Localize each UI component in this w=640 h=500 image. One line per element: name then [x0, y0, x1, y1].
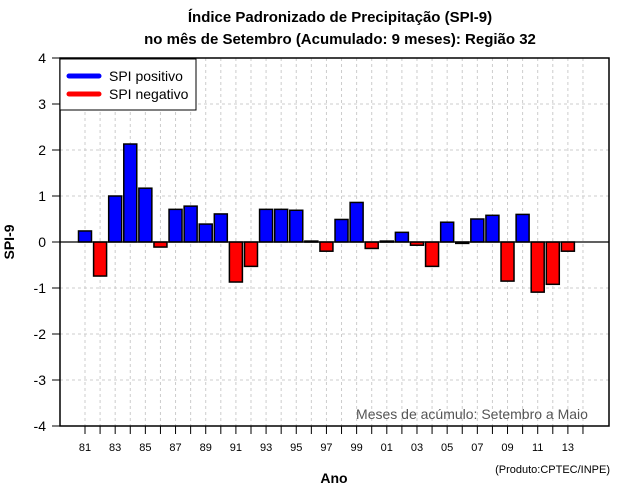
bar-1994	[273, 208, 289, 243]
bars-group	[77, 143, 576, 293]
legend: SPI positivo SPI negativo	[59, 58, 197, 111]
bar-1981	[77, 230, 93, 243]
x-tick-label: 97	[320, 442, 332, 454]
bar-1999	[349, 201, 364, 243]
y-axis: -4 -3 -2 -1 0 1 2 3 4	[34, 50, 60, 434]
bar-1985	[138, 187, 153, 243]
x-tick-label: 99	[350, 442, 362, 454]
bar-1986	[153, 241, 168, 248]
y-tick-label: -3	[34, 372, 47, 388]
bar-1988	[183, 205, 198, 243]
y-tick-label: 2	[38, 142, 46, 158]
bar-2000	[364, 241, 379, 250]
y-tick-label: -4	[34, 418, 47, 434]
legend-label-negative: SPI negativo	[109, 86, 189, 102]
bar-2009	[500, 241, 515, 282]
bar-1984	[123, 143, 138, 243]
legend-label-positive: SPI positivo	[109, 68, 183, 84]
bar-2010	[515, 213, 530, 243]
x-tick-label: 87	[169, 442, 181, 454]
x-tick-label: 95	[290, 442, 302, 454]
x-tick-label: 93	[260, 442, 272, 454]
bar-2008	[485, 214, 500, 243]
bar-1991	[228, 241, 244, 283]
bar-1995	[289, 209, 304, 243]
bar-2012	[545, 241, 561, 286]
product-credit: (Produto:CPTEC/INPE)	[495, 464, 610, 476]
bar-1998	[334, 218, 349, 243]
y-tick-label: 3	[38, 96, 46, 112]
x-axis: 81 83 85 87 89 91 93 95 97 99 01 03 05 07 09 11 13	[79, 426, 584, 454]
y-tick-label: 0	[38, 234, 46, 250]
x-tick-label: 83	[109, 442, 121, 454]
bar-1997	[319, 241, 334, 252]
bar-1993	[258, 208, 274, 243]
x-tick-label: 91	[230, 442, 242, 454]
x-tick-label: 07	[471, 442, 483, 454]
x-tick-label: 09	[501, 442, 513, 454]
x-tick-label: 11	[532, 442, 543, 454]
x-tick-label: 85	[139, 442, 151, 454]
bar-2013	[560, 241, 576, 252]
x-tick-label: 89	[200, 442, 212, 454]
y-tick-label: 4	[38, 50, 46, 66]
chart-subtitle: no mês de Setembro (Acumulado: 9 meses):…	[144, 31, 536, 48]
bar-1992	[243, 241, 259, 268]
bar-2007	[470, 218, 485, 243]
bar-1987	[168, 208, 183, 243]
y-tick-label: -2	[34, 326, 47, 342]
accumulation-note: Meses de acúmulo: Setembro a Maio	[356, 406, 588, 422]
x-tick-label: 05	[441, 442, 453, 454]
bar-2005	[439, 221, 455, 243]
x-axis-label: Ano	[320, 470, 347, 486]
bar-1989	[198, 223, 213, 243]
legend-box	[59, 58, 197, 111]
chart-title: Índice Padronizado de Precipitação (SPI-…	[188, 9, 492, 26]
bar-2002	[394, 231, 410, 243]
y-tick-label: 1	[38, 188, 46, 204]
x-tick-label: 01	[381, 442, 393, 454]
bar-1982	[92, 241, 108, 277]
x-tick-label: 81	[79, 442, 91, 454]
bar-2011	[530, 241, 545, 293]
bar-2004	[424, 241, 440, 268]
bar-1983	[107, 195, 123, 243]
x-tick-label: 03	[411, 442, 423, 454]
x-tick-label: 13	[562, 442, 574, 454]
bar-1990	[213, 213, 229, 243]
y-tick-label: -1	[34, 280, 47, 296]
y-axis-label: SPI-9	[1, 224, 17, 259]
